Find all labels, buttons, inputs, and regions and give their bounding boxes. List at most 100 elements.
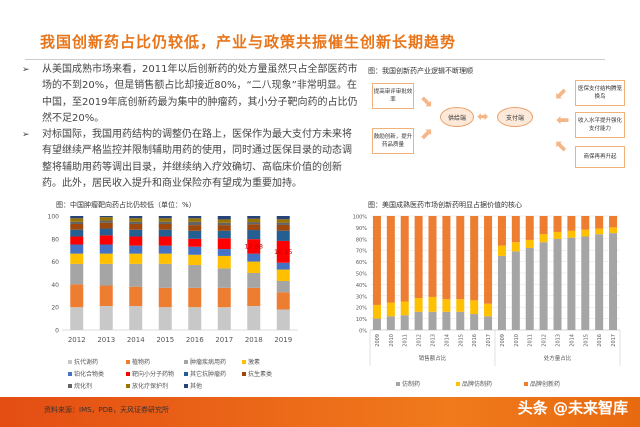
x-tick-label: 2014 (127, 336, 145, 344)
bar-segment (400, 301, 409, 316)
source-note: 资料来源：IMS，PDB，天风证券研究所 (44, 406, 169, 414)
bar-segment (581, 216, 590, 230)
bar-segment (553, 231, 562, 239)
bar-segment (247, 216, 261, 219)
x-tick-label: 2012 (542, 334, 548, 347)
bar-segment (276, 219, 290, 223)
bar-segment (386, 216, 395, 303)
bar-segment (129, 306, 143, 330)
bar-segment (609, 216, 618, 228)
bar-segment (99, 222, 113, 229)
bar-segment (188, 254, 202, 266)
bar-segment (428, 216, 437, 297)
y-tick-label: 60 (51, 259, 59, 266)
x-tick-label: 2017 (611, 334, 617, 347)
bar-segment (595, 228, 604, 235)
bar-segment (247, 273, 261, 288)
legend-swatch (396, 382, 400, 386)
bar-segment (70, 229, 84, 237)
bar-segment (470, 216, 479, 301)
y-tick-label: 0 (55, 328, 59, 335)
bar-segment (129, 286, 143, 307)
bar-segment (158, 263, 172, 288)
bar-segment (188, 230, 202, 239)
bar-segment (99, 263, 113, 286)
bar-segment (609, 227, 618, 234)
bar-segment (428, 296, 437, 312)
bar-segment (70, 236, 84, 245)
bar-segment (188, 287, 202, 308)
bar-segment (217, 230, 231, 239)
bar-segment (70, 307, 84, 330)
bar-segment (511, 242, 520, 252)
y-tick-label: 20% (356, 306, 367, 312)
double-arrow-icon: ⬌ (477, 109, 489, 125)
bar-segment (188, 246, 202, 255)
legend-label: 放化疗保护剂 (132, 382, 168, 390)
x-tick-label: 2013 (431, 334, 437, 347)
y-tick-label: 20 (51, 305, 59, 312)
bullet-list: ➢ 从美国成熟市场来看，2011年以后创新药的处方量虽然只占全部医药市场的不到20… (22, 62, 360, 196)
bar-segment (129, 216, 143, 219)
bar-segment (276, 222, 290, 225)
bar-segment (247, 287, 261, 307)
bar-segment (567, 237, 576, 330)
bar-segment (497, 216, 506, 246)
bar-segment (217, 268, 231, 288)
bar-segment (188, 307, 202, 330)
watermark-logo: 头条 @未来智库 (517, 399, 628, 417)
x-tick-label: 2014 (444, 334, 450, 347)
bar-segment (99, 216, 113, 218)
bar-segment (70, 253, 84, 264)
bar-segment (442, 299, 451, 312)
x-tick-label: 2017 (486, 334, 492, 347)
y-tick-label: 0% (359, 329, 367, 335)
bar-segment (129, 245, 143, 254)
right-chart-title: 图：美国成熟医药市场创新药明显占据价值的核心 (368, 201, 522, 209)
bar-segment (484, 316, 493, 330)
bar-segment (99, 220, 113, 223)
bar-segment (456, 299, 465, 312)
bullet-text: 从美国成熟市场来看，2011年以后创新药的处方量虽然只占全部医药市场的不到20%… (42, 64, 358, 124)
bar-segment (129, 223, 143, 230)
bar-segment (129, 236, 143, 246)
bar-segment (129, 253, 143, 264)
bar-segment (247, 306, 261, 330)
bar-segment (247, 218, 261, 223)
bar-segment (456, 216, 465, 300)
y-tick-label: 60% (356, 260, 367, 266)
data-label: 19.15 (274, 248, 293, 256)
bar-segment (539, 216, 548, 235)
x-tick-label: 2014 (569, 334, 575, 347)
x-tick-label: 2015 (583, 334, 589, 347)
legend-swatch (456, 382, 460, 386)
bar-segment (188, 216, 202, 219)
bar-segment (99, 306, 113, 330)
footer-bar: 资料来源：IMS，PDB，天风证券研究所 头条 @未来智库 (0, 397, 640, 427)
page-title: 我国创新药占比仍较低，产业与政策共振催生创新长期趋势 (40, 33, 457, 51)
legend-label: 靶向小分子药物 (132, 370, 174, 378)
diagram-box: 医保支付结构腾笼换鸟 (575, 80, 625, 106)
bar-segment (158, 253, 172, 264)
legend-label: 抗代谢药 (74, 358, 98, 366)
bullet-item: ➢ 对标国际，我国用药结构的调整仍在路上，医保作为最大支付方未来将有望继续严格监控… (22, 127, 360, 192)
x-tick-label: 2012 (417, 334, 423, 347)
bar-segment (99, 217, 113, 221)
legend-swatch (242, 360, 246, 364)
bar-segment (372, 318, 381, 330)
bar-segment (217, 216, 231, 220)
bar-segment (276, 269, 290, 281)
charts-canvas: 0 20 40 60 80 100 2012 2013 2014 2015 2016 2017 2018… (48, 214, 621, 390)
legend-swatch (242, 372, 246, 376)
x-tick-label: 2015 (458, 334, 464, 347)
bar-segment (99, 253, 113, 264)
bar-segment (276, 280, 290, 293)
legend-label: 品牌仿制药 (462, 380, 492, 388)
bar-segment (276, 292, 290, 310)
y-tick-label: 50% (356, 272, 367, 278)
legend-swatch (68, 372, 72, 376)
bar-segment (525, 239, 534, 248)
bar-segment (372, 216, 381, 305)
arrow-bullet-icon: ➢ (22, 130, 30, 141)
bar-segment (511, 251, 520, 330)
